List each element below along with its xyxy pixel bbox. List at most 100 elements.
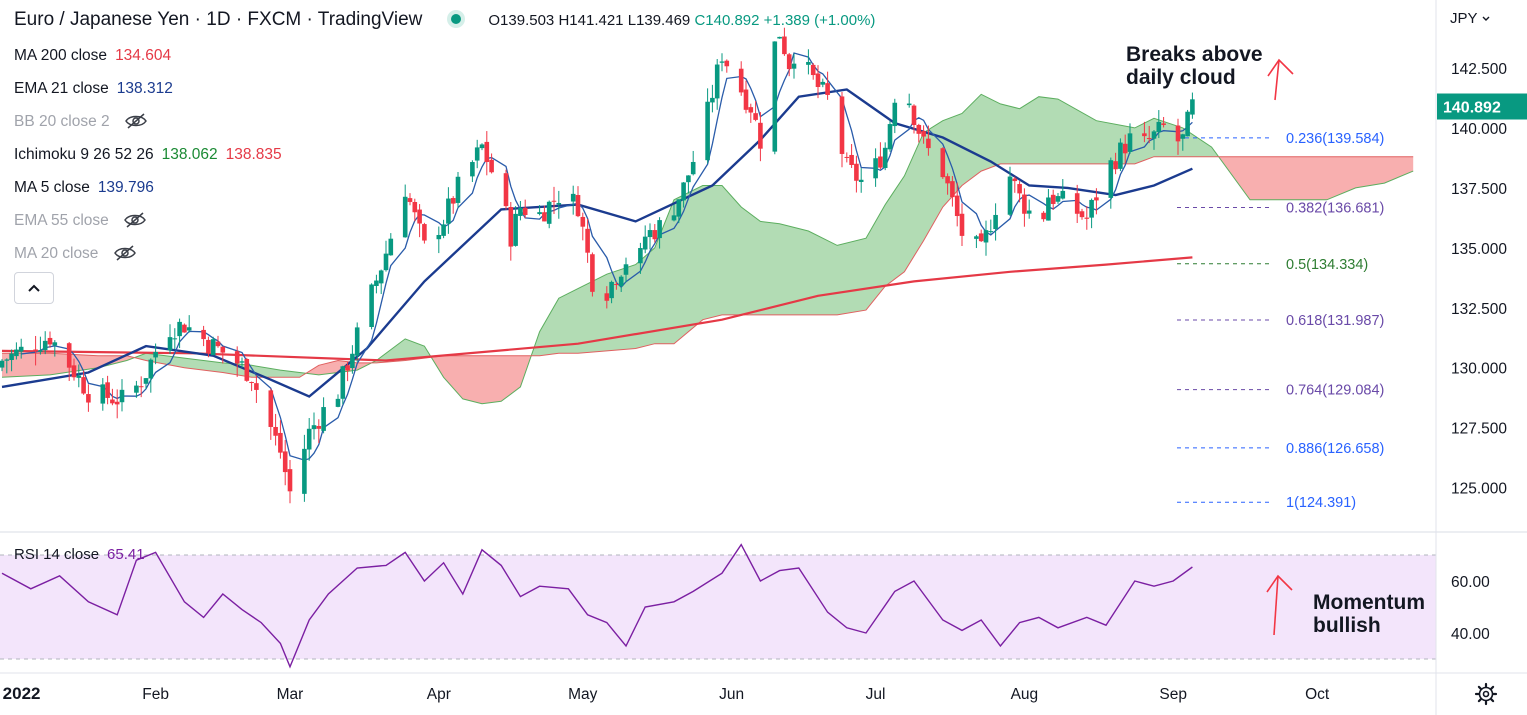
candle-up (474, 147, 480, 161)
candle-down (940, 148, 946, 178)
candle-up (153, 351, 158, 358)
candle-down (1041, 212, 1046, 220)
time-tick-label: May (568, 686, 598, 703)
candle-down (585, 228, 590, 253)
candle-down (921, 131, 926, 137)
candle-up (686, 175, 691, 183)
candle-up (402, 196, 408, 238)
candle-down (604, 293, 610, 301)
candle-up (76, 375, 82, 378)
candle-down (244, 359, 250, 381)
candle-up (350, 353, 355, 369)
candle-up (710, 97, 715, 103)
arrow-up-icon (1274, 59, 1280, 101)
hidden-eye-icon[interactable] (124, 113, 148, 129)
candle-down (484, 141, 490, 163)
fib-level-label: 0.886(126.658) (1286, 441, 1384, 457)
legend-ichimoku[interactable]: Ichimoku 9 26 52 26 138.062 138.835 (14, 146, 282, 164)
fib-level-label: 0.618(131.987) (1286, 313, 1384, 329)
annotation-line: bullish (1313, 614, 1381, 637)
candle-down (268, 390, 274, 427)
candle-up (388, 238, 394, 256)
candle-up (609, 281, 614, 299)
arrow-head (1266, 574, 1293, 593)
chart-header: Euro / Japanese Yen · 1D · FXCM · Tradin… (14, 9, 875, 31)
hidden-eye-icon[interactable] (123, 212, 147, 228)
candle-up (177, 321, 182, 337)
legend-ma5[interactable]: MA 5 close 139.796 (14, 179, 154, 197)
candle-up (378, 270, 384, 284)
candle-up (556, 203, 562, 205)
candle-down (86, 394, 91, 403)
candle-up (306, 428, 312, 450)
candle-down (854, 163, 859, 181)
candle-down (1050, 194, 1056, 204)
candle-down (978, 233, 984, 242)
cloud-bull-segment (136, 353, 307, 378)
candle-up (354, 327, 360, 356)
candle-down (959, 213, 965, 236)
legend-bb20[interactable]: BB 20 close 2 (14, 113, 148, 131)
candle-up (882, 147, 888, 168)
legend-ma200[interactable]: MA 200 close 134.604 (14, 47, 171, 65)
candle-down (407, 198, 413, 202)
ema21-path (1, 88, 1193, 398)
candle-down (254, 383, 259, 390)
currency-selector[interactable]: JPY (1450, 10, 1491, 27)
candle-up (1060, 190, 1066, 199)
candle-down (652, 230, 658, 240)
candle-down (1161, 123, 1166, 125)
candle-down (950, 181, 955, 198)
candle-up (777, 36, 782, 39)
fibonacci-levels: 0.236(139.584) 0.382(136.681) 0.5(134.334)… (1177, 131, 1384, 511)
candle-down (782, 36, 787, 55)
candle-up (374, 280, 379, 287)
cloud-bear-segment (431, 352, 533, 404)
candlestick-series[interactable] (0, 27, 1195, 504)
candle-down (81, 377, 86, 394)
legend-value: 138.062 (161, 146, 218, 163)
rsi-background (0, 554, 1436, 660)
candle-up (455, 176, 461, 203)
open-value: O139.503 (488, 12, 555, 29)
collapse-legend-button[interactable] (14, 272, 54, 304)
legend-rsi[interactable]: RSI 14 close 65.41 (14, 546, 145, 563)
arrow-up-icon (1273, 575, 1279, 636)
candle-down (916, 124, 922, 134)
time-tick-label: Oct (1305, 686, 1330, 703)
time-tick-label: Aug (1011, 686, 1039, 703)
candle-down (786, 54, 792, 70)
annotation-line: Momentum (1313, 591, 1425, 614)
hidden-eye-icon[interactable] (113, 245, 137, 261)
gear-icon[interactable] (1474, 682, 1498, 706)
candle-up (671, 215, 677, 221)
candle-up (143, 378, 149, 384)
fib-level-label: 0.764(129.084) (1286, 383, 1384, 399)
legend-label: EMA 55 close (14, 212, 109, 229)
candle-down (724, 60, 730, 67)
candle-down (234, 351, 240, 364)
candle-down (743, 89, 749, 110)
candle-up (623, 264, 629, 275)
time-tick-label: Jul (866, 686, 886, 703)
candle-down (220, 346, 226, 353)
candle-down (1022, 194, 1027, 214)
candle-up (311, 425, 317, 430)
chevron-up-icon (28, 284, 40, 292)
candle-up (1127, 133, 1133, 152)
candle-up (806, 61, 811, 65)
candle-down (33, 349, 38, 352)
candle-down (1142, 133, 1147, 137)
candle-up (134, 385, 139, 393)
candle-up (906, 103, 912, 106)
candle-up (1156, 121, 1162, 132)
symbol-title[interactable]: Euro / Japanese Yen · 1D · FXCM · Tradin… (14, 9, 423, 30)
legend-label: BB 20 close 2 (14, 113, 110, 130)
candle-up (42, 340, 48, 351)
legend-ema21[interactable]: EMA 21 close 138.312 (14, 80, 173, 98)
candle-up (38, 350, 43, 352)
cloud-bear-segment (306, 360, 372, 375)
legend-ma20[interactable]: MA 20 close (14, 245, 137, 263)
legend-ema55[interactable]: EMA 55 close (14, 212, 147, 230)
